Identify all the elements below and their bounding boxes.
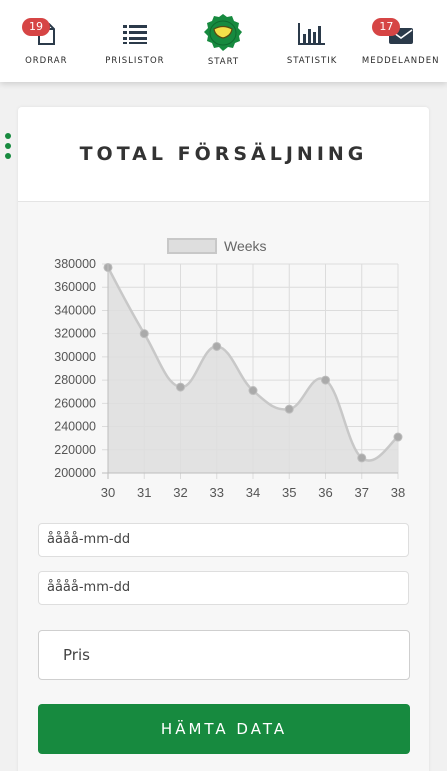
y-tick-label: 200000	[54, 466, 96, 480]
data-point	[248, 386, 258, 396]
list-icon	[122, 22, 148, 46]
data-point	[321, 375, 330, 385]
series-area	[108, 267, 398, 473]
handle-dot	[5, 133, 11, 139]
side-menu-handle[interactable]	[5, 133, 11, 159]
legend-swatch	[167, 238, 217, 254]
data-point	[393, 432, 403, 442]
nav-item-pricelists[interactable]: PRISLISTOR	[91, 0, 180, 82]
sales-chart: 380000 360000 340000 320000 300000 280000 2600…	[18, 227, 429, 517]
y-tick-label: 360000	[54, 280, 96, 294]
price-input[interactable]: Pris	[38, 630, 410, 680]
data-point	[284, 404, 294, 414]
fetch-data-button[interactable]: HÄMTA DATA	[38, 704, 410, 754]
sales-card: TOTAL FÖRSÄLJNING 380000 360000 340000 3200…	[18, 107, 429, 771]
nav-item-messages[interactable]: 17 MEDDELANDEN	[356, 0, 445, 82]
x-tick-label: 33	[210, 485, 224, 500]
nav-label-statistics: STATISTIK	[286, 56, 338, 66]
x-tick-label: 35	[282, 485, 296, 500]
y-tick-label: 380000	[54, 257, 96, 271]
nav-item-orders[interactable]: 19 ORDRAR	[2, 0, 91, 82]
sales-chart-svg: 380000 360000 340000 320000 300000 280000 2600…	[54, 238, 405, 500]
nav-label-pricelists: PRISLISTOR	[105, 56, 165, 66]
y-tick-label: 260000	[54, 396, 96, 410]
handle-dot	[5, 153, 11, 159]
orders-count-badge: 19	[22, 18, 50, 36]
card-title: TOTAL FÖRSÄLJNING	[79, 143, 368, 165]
x-tick-label: 31	[137, 485, 151, 500]
x-tick-label: 37	[355, 485, 369, 500]
y-tick-label: 340000	[54, 303, 96, 317]
nav-label-messages: MEDDELANDEN	[361, 56, 440, 66]
data-point	[212, 341, 222, 351]
date-from-input[interactable]: åååå-mm-dd	[38, 523, 409, 557]
y-tick-label: 300000	[54, 350, 96, 364]
data-point	[176, 382, 185, 392]
nav-item-statistics[interactable]: STATISTIK	[268, 0, 357, 82]
start-logo-icon	[203, 13, 243, 53]
y-tick-label: 320000	[54, 327, 96, 341]
nav-item-start[interactable]: START	[179, 0, 268, 82]
card-header: TOTAL FÖRSÄLJNING	[18, 107, 429, 202]
x-tick-label: 30	[101, 485, 115, 500]
x-tick-label: 32	[173, 485, 187, 500]
nav-label-orders: ORDRAR	[25, 56, 68, 66]
messages-count-badge: 17	[372, 18, 401, 36]
x-tick-label: 34	[246, 485, 260, 500]
y-tick-label: 220000	[54, 443, 96, 457]
data-point	[357, 453, 367, 463]
y-tick-label: 280000	[54, 373, 96, 387]
x-tick-label: 38	[391, 485, 405, 500]
top-navigation: 19 ORDRAR PRISLISTOR START	[0, 0, 447, 82]
legend-label: Weeks	[224, 238, 267, 254]
y-tick-label: 240000	[54, 420, 96, 434]
data-point	[139, 329, 149, 339]
handle-dot	[5, 143, 11, 149]
date-to-input[interactable]: åååå-mm-dd	[38, 571, 409, 605]
bar-chart-icon	[298, 22, 326, 46]
x-tick-label: 36	[318, 485, 332, 500]
nav-label-start: START	[207, 57, 240, 67]
